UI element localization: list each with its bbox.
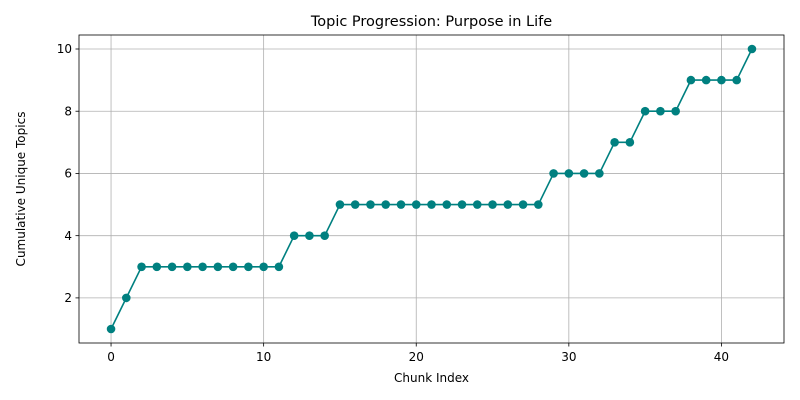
data-point [350, 200, 360, 209]
data-point [228, 262, 238, 272]
data-point [396, 200, 406, 209]
y-tick-label: 2 [64, 291, 72, 305]
data-point [411, 200, 421, 209]
data-point [656, 106, 665, 116]
x-axis-label: Chunk Index [394, 371, 469, 385]
data-point [549, 169, 558, 178]
data-point [610, 138, 619, 147]
data-point [472, 200, 482, 209]
x-tick-label: 20 [409, 350, 424, 364]
data-point [686, 75, 696, 85]
x-tick-label: 30 [561, 350, 576, 364]
x-tick-label: 40 [714, 350, 729, 364]
data-point [183, 262, 192, 272]
data-point [534, 200, 543, 209]
data-point [122, 293, 131, 303]
data-point [564, 169, 574, 178]
data-point [335, 200, 345, 209]
data-point [488, 200, 497, 209]
data-point [457, 200, 467, 209]
data-point [152, 262, 162, 272]
y-axis-label: Cumulative Unique Topics [14, 112, 28, 267]
data-point [442, 200, 452, 209]
axis-ticks: 0 10 20 30 40 2 4 6 8 10 [57, 42, 729, 364]
y-tick-label: 8 [64, 104, 72, 118]
plot-area-frame [78, 34, 785, 344]
x-tick-label: 10 [256, 350, 271, 364]
data-point [198, 262, 207, 272]
y-tick-label: 10 [57, 42, 72, 56]
data-point [701, 75, 711, 85]
data-point [427, 200, 436, 209]
data-point [274, 262, 284, 272]
data-point [595, 169, 604, 178]
data-point [305, 231, 314, 240]
data-point [366, 200, 375, 209]
x-tick-label: 0 [107, 350, 115, 364]
data-point [671, 106, 680, 116]
y-tick-label: 6 [64, 167, 72, 181]
data-point [503, 200, 513, 209]
series-topics [106, 44, 757, 334]
data-point [244, 262, 253, 272]
data-point [320, 231, 329, 240]
data-point [625, 138, 635, 147]
data-point [640, 106, 650, 116]
data-point [518, 200, 528, 209]
data-point [717, 75, 726, 85]
data-point [732, 75, 741, 85]
data-point [579, 169, 589, 178]
data-point [106, 324, 116, 334]
data-point [381, 200, 391, 209]
chart-title: Topic Progression: Purpose in Life [310, 14, 552, 30]
y-tick-label: 4 [64, 229, 72, 243]
data-point [289, 231, 299, 240]
data-point [259, 262, 268, 272]
data-point [747, 44, 757, 54]
data-point [213, 262, 223, 272]
data-point [137, 262, 146, 272]
data-point [167, 262, 177, 272]
